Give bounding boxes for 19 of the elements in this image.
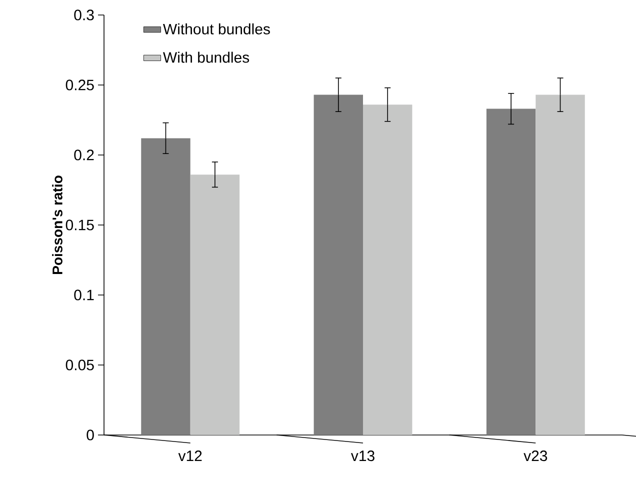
y-tick-label: 0.05 — [66, 360, 94, 370]
y-tick-label: 0.1 — [74, 290, 94, 300]
bar — [363, 104, 412, 435]
x-tick-label: v13 — [350, 450, 374, 462]
bar — [314, 94, 363, 435]
bar — [536, 94, 585, 435]
x-tick-label: v12 — [178, 450, 202, 461]
legend-label: Without bundles — [163, 23, 270, 34]
y-tick-label: 0.15 — [66, 220, 94, 230]
y-tick-label: 0.3 — [74, 10, 94, 20]
bar — [141, 138, 190, 435]
bar — [190, 174, 240, 435]
y-axis-title: Poisson's ratio — [52, 176, 62, 274]
y-tick-label: 0.2 — [74, 150, 94, 160]
x-tick-label: v23 — [524, 450, 548, 462]
y-tick-label: 0 — [86, 430, 94, 440]
y-tick-label: 0.25 — [66, 80, 94, 90]
bar — [486, 108, 536, 435]
legend-label: With bundles — [163, 52, 250, 63]
